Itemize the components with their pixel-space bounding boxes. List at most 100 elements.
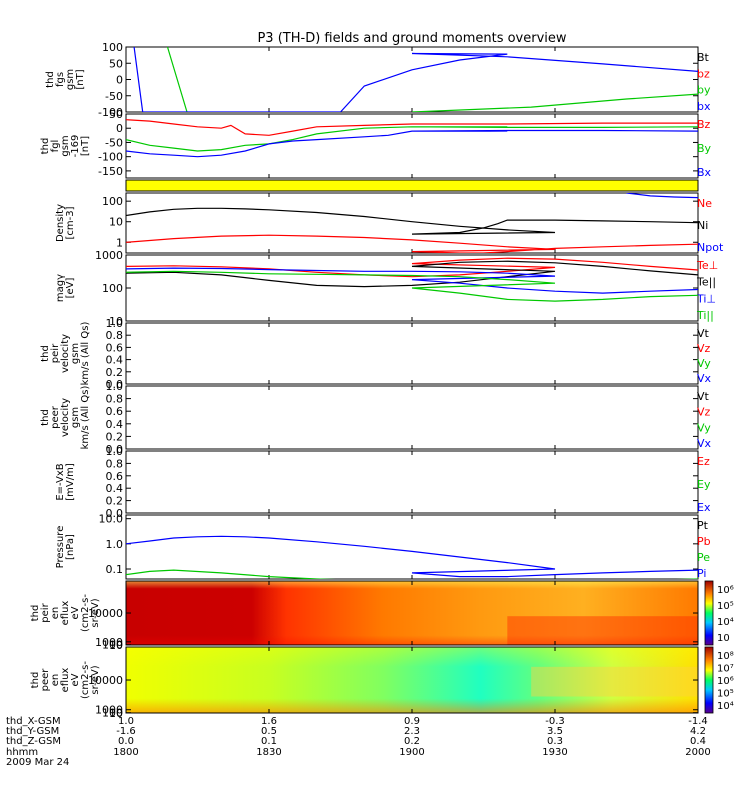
- y-axis-label: [eV]: [65, 278, 76, 299]
- legend-entry: Ti⊥: [696, 292, 716, 305]
- legend-entry: Ni: [697, 219, 708, 232]
- x-tick-value: 1900: [399, 747, 424, 758]
- colorbar-tick-label: 10⁷: [717, 664, 734, 675]
- y-tick-label: 0.4: [106, 418, 124, 431]
- series-bx: [134, 47, 750, 112]
- y-tick-label: 0.8: [106, 457, 124, 470]
- y-tick-label: -100: [98, 151, 123, 164]
- colorbar-tick-label: 10⁸: [717, 651, 734, 662]
- y-tick-label: 0.6: [106, 341, 124, 354]
- panel-density: 100 10 1 Density [cm-3] Ne Ni Npot: [55, 193, 750, 254]
- legend-entry: Vx: [697, 372, 712, 385]
- legend-entry: Bx: [697, 166, 712, 179]
- y-tick-label: 1.0: [106, 317, 124, 330]
- legend-entry: Te||: [696, 276, 716, 289]
- x-axis-row-label: 2009 Mar 24: [6, 757, 69, 768]
- y-tick-label: 1000: [95, 249, 123, 262]
- y-tick-label: 0.4: [106, 482, 124, 495]
- colorbar-tick-label: 10⁶: [717, 676, 734, 687]
- legend-entry: Npot: [697, 241, 724, 254]
- panel-frame: [126, 323, 698, 384]
- panel-peir_spec: 10⁶10⁵10⁴10⁳10000100010010thd peir en eflux…: [30, 581, 734, 652]
- plot-title: P3 (TH-D) fields and ground moments over…: [257, 31, 566, 46]
- colorbar: [705, 581, 713, 645]
- y-tick-label: 100: [102, 41, 123, 54]
- legend-entry: Pt: [697, 519, 709, 532]
- y-tick-label: 0.4: [106, 354, 124, 367]
- y-tick-label: 10: [109, 216, 123, 229]
- panel-frame: [126, 515, 698, 579]
- legend-entry: Bz: [697, 118, 711, 131]
- y-axis-label: km/s (All Qs): [80, 386, 91, 450]
- x-tick-value: 1930: [542, 747, 567, 758]
- y-axis-label: [mV/m]: [65, 463, 76, 501]
- y-tick-label: 0: [116, 122, 123, 135]
- panel-frame: [126, 386, 698, 449]
- y-tick-label: 0: [116, 74, 123, 87]
- y-tick-label: 10: [109, 639, 123, 652]
- series-Te: [126, 261, 750, 286]
- series-Ti: [126, 271, 750, 301]
- colorbar-tick-label: 10⁵: [717, 601, 734, 612]
- legend-entry: Pe: [697, 551, 710, 564]
- panel-pressure: 10.0 1.0 0.1 Pressure [nPa] Pt Pb Pe Pi: [55, 513, 750, 583]
- y-tick-label: 0.8: [106, 393, 124, 406]
- y-tick-label: -50: [105, 136, 123, 149]
- colorbar-tick-label: 10⁴: [717, 617, 734, 628]
- y-tick-label: -150: [98, 165, 123, 178]
- spectrogram-patch: [507, 616, 698, 645]
- legend-entry: Vt: [697, 327, 710, 340]
- y-tick-label: 100: [102, 282, 123, 295]
- spectrogram-patch: [531, 667, 698, 697]
- legend-entry: Ez: [697, 455, 710, 468]
- colorbar: [705, 647, 713, 713]
- y-tick-label: 10.0: [99, 513, 124, 526]
- y-tick-label: 1.0: [106, 380, 124, 393]
- colorbar-tick-label: 10⁵: [717, 689, 734, 700]
- legend-entry: By: [697, 142, 712, 155]
- y-tick-label: 0.2: [106, 366, 124, 379]
- panel-peer_v: 1.00.80.60.40.20.0thd peer velocity gsm km/s…: [40, 380, 712, 456]
- series-Npot: [627, 193, 750, 204]
- y-axis-label: sr-eV): [90, 598, 101, 627]
- x-tick-value: 0.4: [690, 736, 706, 747]
- legend-entry: Vy: [697, 357, 711, 370]
- x-tick-value: 1830: [256, 747, 281, 758]
- legend-entry: Ne: [697, 197, 712, 210]
- series-Bx: [126, 131, 750, 157]
- panel-fgl: 500-50-100-150thd fgl gsm -169 [nT]BzByBx: [40, 108, 750, 179]
- y-axis-label: [nT]: [80, 136, 91, 156]
- legend-entry: Vz: [697, 406, 711, 419]
- legend-entry: bx: [697, 100, 711, 113]
- legend-entry: by: [697, 84, 711, 97]
- y-tick-label: 0.2: [106, 495, 124, 508]
- y-tick-label: 100: [102, 195, 123, 208]
- series-Ne: [126, 235, 750, 253]
- y-axis-label: [cm-3]: [65, 206, 76, 239]
- colorbar-tick-label: 10⁴: [717, 701, 734, 712]
- panel-frame: [126, 451, 698, 513]
- legend-entry: Vt: [697, 390, 710, 403]
- y-tick-label: 0.1: [106, 563, 124, 576]
- y-tick-label: 0.2: [106, 430, 124, 443]
- x-tick-value: 0.2: [404, 736, 420, 747]
- y-tick-label: 0.6: [106, 405, 124, 418]
- panels: 100500-50-100thd fgs gsm [nT]Btbzbybx500-50…: [30, 41, 750, 720]
- y-tick-label: 50: [109, 57, 123, 70]
- legend-entry: Vz: [697, 342, 711, 355]
- legend-entry: Bt: [697, 51, 710, 64]
- colorbar-tick-label: 10⁶: [717, 585, 734, 596]
- y-axis-label: km/s (All Qs): [80, 322, 91, 386]
- panel-frame: [126, 47, 698, 112]
- y-tick-label: 50: [109, 108, 123, 121]
- x-tick-value: 2000: [685, 747, 710, 758]
- panel-peir_v: 1.00.80.60.40.20.0thd peir velocity gsm km/s…: [40, 317, 712, 391]
- panel-efield: 1.00.80.60.40.20.0E=-VxB [mV/m]EzEyEx: [55, 445, 711, 520]
- panel-fgs: 100500-50-100thd fgs gsm [nT]Btbzbybx: [45, 41, 750, 119]
- x-axis-labels: thd_X-GSMthd_Y-GSMthd_Z-GSMhhmm2009 Mar …: [6, 716, 711, 768]
- panel-temp: 100010010magγ [eV]Te⊥Te||Ti⊥Ti||: [55, 249, 750, 328]
- x-tick-value: 0.1: [261, 736, 277, 747]
- series-Pi: [126, 536, 750, 576]
- y-tick-label: 0.8: [106, 329, 124, 342]
